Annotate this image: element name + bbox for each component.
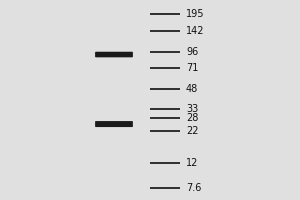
Text: 12: 12 bbox=[186, 158, 198, 168]
FancyBboxPatch shape bbox=[95, 52, 133, 57]
Text: 71: 71 bbox=[186, 63, 198, 73]
Text: 28: 28 bbox=[186, 113, 198, 123]
Text: 22: 22 bbox=[186, 126, 199, 136]
Text: 142: 142 bbox=[186, 26, 205, 36]
Text: 33: 33 bbox=[186, 104, 198, 114]
FancyBboxPatch shape bbox=[95, 121, 133, 127]
Text: 96: 96 bbox=[186, 47, 198, 57]
Text: 7.6: 7.6 bbox=[186, 183, 201, 193]
Text: 48: 48 bbox=[186, 84, 198, 94]
Text: 195: 195 bbox=[186, 9, 205, 19]
